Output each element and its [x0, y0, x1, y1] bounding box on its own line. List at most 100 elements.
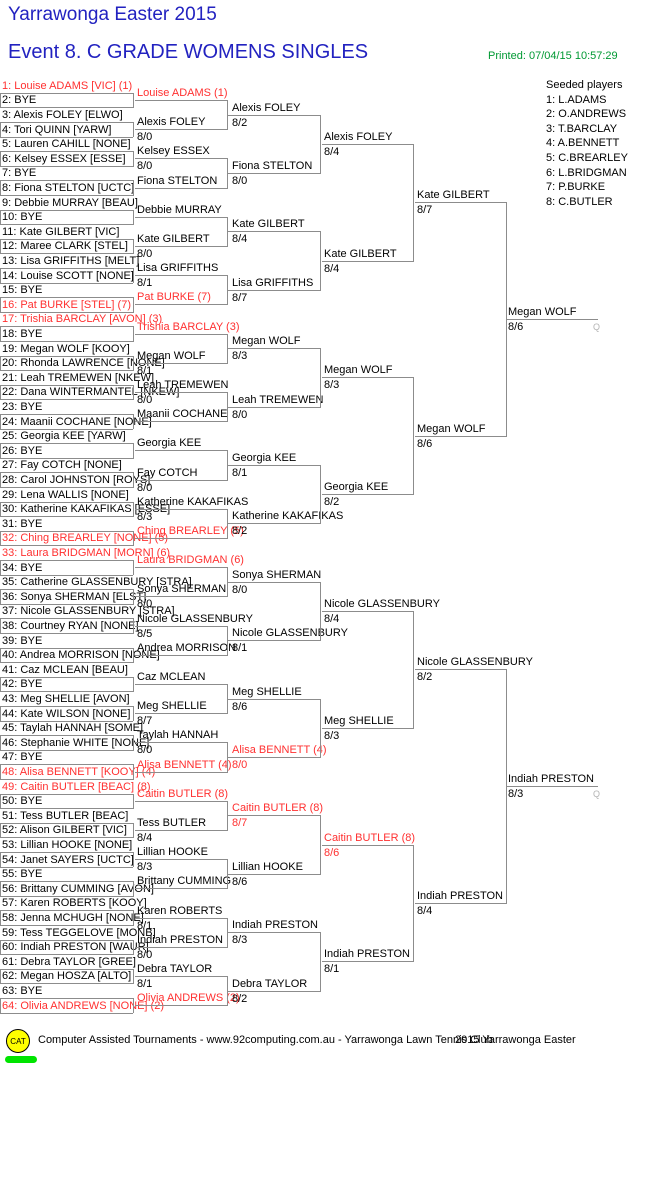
bracket-entry-name: 32: Ching BREARLEY [NONE] (5) [2, 532, 169, 545]
bracket-line [135, 538, 227, 539]
bracket-winner-name: Indiah PRESTON [137, 933, 224, 946]
bracket-connector [227, 158, 228, 189]
bracket-line [135, 362, 227, 364]
bracket-line [0, 632, 133, 634]
bracket-entry-name: 30: Katherine KAKAFIKAS [ESSE] [2, 503, 171, 516]
bracket-connector [133, 180, 134, 196]
bracket-connector [227, 333, 228, 364]
bracket-connector [133, 355, 134, 372]
bracket-line [0, 399, 133, 401]
bracket-line [135, 596, 227, 598]
bracket-winner-name: Pat BURKE (7) [137, 291, 211, 304]
bracket-line [322, 377, 413, 379]
seeded-player-item: 7: P.BURKE [546, 181, 606, 194]
bracket-winner-name: Fay COTCH [137, 466, 198, 479]
bracket-winner-name: Nicole GLASSENBURY [324, 598, 440, 610]
bracket-connector [0, 881, 1, 897]
bracket-entry-name: 20: Rhonda LAWRENCE [NONE] [2, 357, 165, 370]
bracket-line [228, 465, 320, 466]
bracket-match-score: 8/1 [232, 467, 248, 479]
bracket-entry-name: 6: Kelsey ESSEX [ESSE] [2, 152, 126, 165]
bracket-line [228, 932, 320, 934]
bracket-match-score: 8/0 [137, 744, 153, 757]
bracket-winner-name: Nicole GLASSENBURY [137, 612, 253, 625]
bracket-line [0, 384, 133, 386]
bracket-winner-name: Lisa GRIFFITHS [137, 262, 219, 275]
bracket-connector [227, 800, 228, 831]
bracket-winner-name: Sonya SHERMAN [232, 568, 322, 581]
bracket-connector [133, 443, 134, 459]
bracket-match-score: 8/6 [324, 846, 340, 859]
bracket-connector [133, 647, 134, 664]
bracket-winner-name: Caitin BUTLER (8) [137, 787, 229, 800]
bracket-match-score: 8/4 [137, 832, 153, 844]
bracket-line [0, 559, 133, 561]
bracket-line [0, 194, 133, 196]
bracket-connector [0, 267, 1, 284]
bracket-match-score: 8/4 [417, 905, 433, 917]
bracket-winner-name: Georgia KEE [232, 452, 297, 464]
bracket-match-score: 8/4 [324, 613, 340, 625]
bracket-line [135, 830, 227, 831]
bracket-winner-name: Alisa BENNETT (4) [232, 744, 327, 756]
bracket-line [0, 837, 133, 839]
bracket-line [135, 187, 227, 189]
bracket-line [0, 238, 133, 240]
magnifier-q-icon: Q [593, 322, 601, 332]
magnifier-q-icon: Q [593, 789, 601, 800]
bracket-line [135, 421, 227, 423]
bracket-winner-name: Debra TAYLOR [137, 963, 213, 975]
bracket-winner-name: Katherine KAKAFIKAS [232, 510, 344, 523]
bracket-line [0, 180, 133, 182]
bracket-match-score: 8/0 [137, 394, 153, 406]
bracket-connector [0, 355, 1, 372]
bracket-line [135, 567, 227, 569]
bracket-line [0, 735, 133, 737]
bracket-winner-name: Georgia KEE [324, 481, 389, 494]
bracket-entry-name: 53: Lillian HOOKE [NONE] [2, 838, 133, 851]
bracket-line [135, 129, 227, 131]
bracket-line [415, 435, 506, 437]
footer-event-text: 2015 Yarrawonga Easter [455, 1034, 576, 1046]
bracket-line [0, 457, 133, 459]
seeded-player-item: 4: A.BENNETT [546, 137, 620, 150]
bracket-winner-name: Megan WOLF [417, 422, 486, 435]
bracket-line [0, 297, 133, 299]
bracket-line [0, 589, 133, 591]
bracket-entry-name: 63: BYE [2, 984, 43, 997]
bracket-connector [0, 384, 1, 401]
bracket-match-score: 8/0 [137, 248, 153, 260]
bracket-connector [133, 472, 134, 488]
bracket-line [135, 800, 227, 802]
bracket-line [0, 428, 133, 430]
bracket-line [0, 311, 133, 313]
bracket-connector [0, 647, 1, 664]
bracket-winner-name: Megan WOLF [324, 364, 393, 377]
bracket-entry-name: 19: Megan WOLF [KOOY] [2, 342, 130, 355]
bracket-connector [0, 326, 1, 342]
bracket-entry-name: 13: Lisa GRIFFITHS [MELT] [2, 254, 140, 267]
bracket-match-score: 8/0 [137, 131, 153, 144]
seeded-player-item: 3: T.BARCLAY [546, 122, 618, 135]
bracket-match-score: 8/3 [232, 934, 248, 947]
bracket-line [228, 114, 320, 116]
bracket-connector [133, 881, 134, 897]
bracket-line [506, 319, 598, 320]
bracket-connector [227, 976, 228, 1007]
bracket-winner-name: Caz MCLEAN [137, 671, 206, 683]
bracket-connector [133, 939, 134, 956]
bracket-connector [133, 209, 134, 226]
bracket-match-score: 8/7 [232, 817, 248, 830]
bracket-line [228, 289, 320, 291]
bracket-line [0, 983, 133, 985]
bracket-winner-name: Kate GILBERT [324, 247, 397, 260]
bracket-entry-name: 44: Kate WILSON [NONE] [2, 707, 131, 720]
bracket-winner-name: Nicole GLASSENBURY [417, 656, 533, 669]
bracket-entry-name: 36: Sonya SHERMAN [ELST] [2, 590, 147, 603]
bracket-line [0, 924, 133, 926]
bracket-entry-name: 12: Maree CLARK [STEL] [2, 240, 128, 253]
bracket-match-score: 8/0 [232, 759, 248, 771]
bracket-winner-name: Laura BRIDGMAN (6) [137, 554, 244, 567]
bracket-line [0, 209, 133, 211]
bracket-winner-name: Leah TREMEWEN [232, 393, 324, 406]
